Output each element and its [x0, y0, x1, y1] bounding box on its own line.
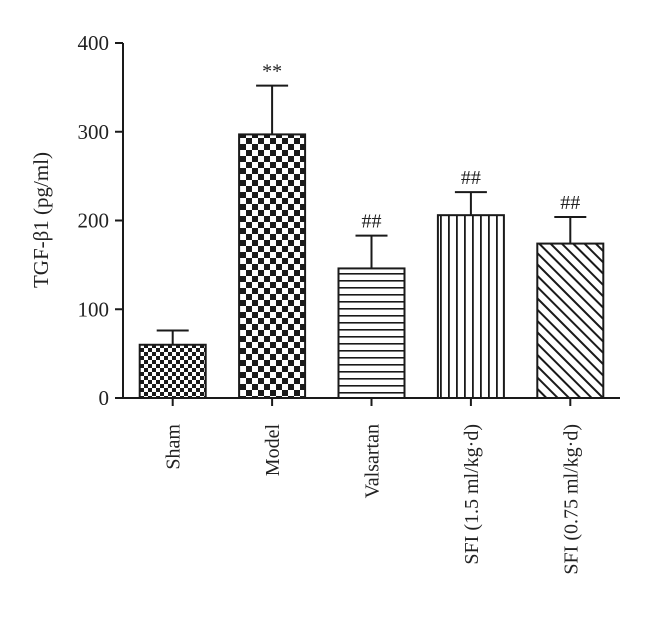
y-tick-label: 100	[78, 297, 110, 321]
y-tick-label: 0	[99, 386, 110, 410]
y-tick-label: 200	[78, 209, 110, 233]
significance-label: **	[262, 61, 282, 83]
y-axis-label: TGF-β1 (pg/ml)	[29, 152, 53, 288]
significance-label: ##	[461, 167, 481, 189]
x-tick-label: Model	[262, 424, 284, 477]
x-tick-label: Sham	[163, 424, 185, 470]
y-tick-label: 300	[78, 120, 110, 144]
bar	[138, 343, 207, 399]
bar	[436, 214, 505, 399]
x-tick-label: SFI (0.75 ml/kg·d)	[560, 424, 582, 575]
plot-area: 0 100 200 300 400 Sham ** Model ## Valsartan ## SFI…	[78, 31, 620, 575]
x-tick-label: SFI (1.5 ml/kg·d)	[461, 424, 483, 565]
significance-label: ##	[362, 211, 382, 233]
bar	[536, 242, 605, 399]
bar	[337, 267, 406, 399]
bar	[238, 133, 307, 399]
significance-label: ##	[560, 192, 580, 214]
y-tick-label: 400	[78, 31, 110, 55]
x-tick-label: Valsartan	[362, 424, 384, 498]
